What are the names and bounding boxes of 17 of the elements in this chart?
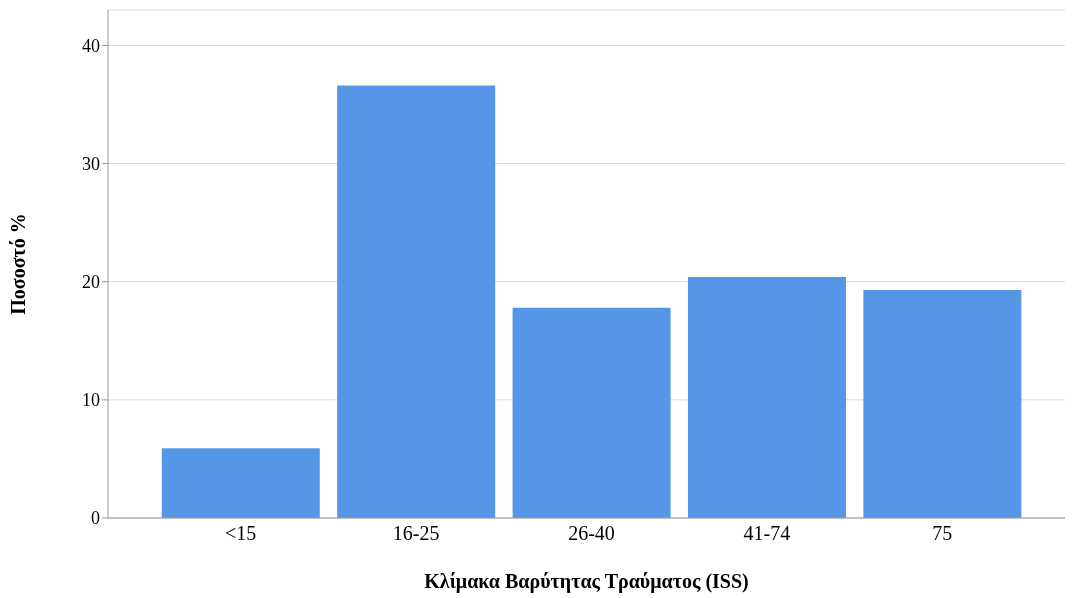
x-tick-label: 26-40 <box>568 522 615 545</box>
bar <box>161 448 320 518</box>
x-tick-label: <15 <box>225 522 257 545</box>
x-tick-label: 75 <box>932 522 953 545</box>
x-axis-title: Κλίμακα Βαρύτητας Τραύματος (ISS) <box>424 570 749 593</box>
bar <box>337 85 496 518</box>
y-tick-label: 20 <box>82 272 100 293</box>
y-tick-label: 10 <box>82 390 100 411</box>
bar <box>863 289 1022 518</box>
x-tick-label: 41-74 <box>743 522 791 545</box>
x-tick-label: 16-25 <box>392 522 440 545</box>
bar <box>512 307 671 518</box>
y-tick-label: 0 <box>91 508 100 529</box>
y-tick-label: 30 <box>82 153 100 174</box>
y-tick-label: 40 <box>82 35 100 56</box>
bar <box>687 277 846 518</box>
y-axis-title: Ποσοστό % <box>7 213 30 315</box>
